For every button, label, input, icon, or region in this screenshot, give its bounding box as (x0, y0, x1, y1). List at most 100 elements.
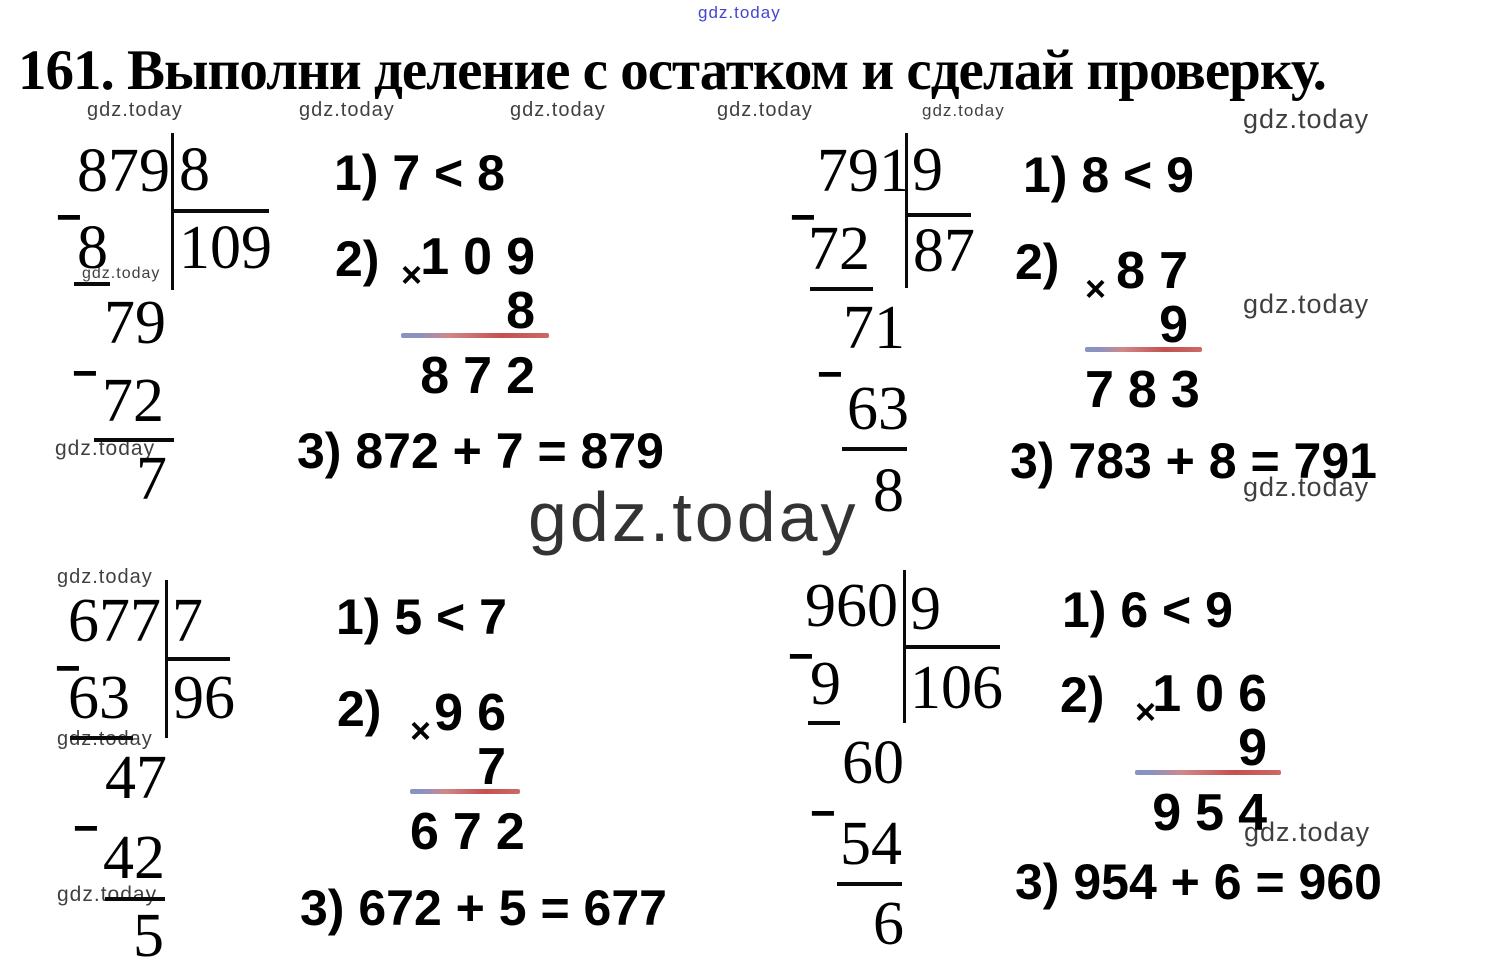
difference-number: 79 (104, 289, 166, 357)
subtrahend-number: 54 (840, 810, 902, 878)
watermark-link[interactable]: gdz.today (698, 3, 781, 22)
multiplication-sign: × (401, 254, 423, 295)
multiplier-number: 7 (477, 738, 520, 796)
subtraction-line (94, 438, 174, 442)
dividend-number: 960 (805, 572, 898, 640)
factor-number: 109 (420, 228, 549, 286)
multiplication-sign: × (410, 710, 432, 751)
multiplication-column: × 109 8 872 (401, 231, 549, 402)
minus-sign: − (788, 632, 814, 681)
divisor-number: 8 (179, 136, 210, 204)
division-bracket-line (171, 209, 269, 213)
minus-sign: − (810, 789, 836, 838)
page-title: 161. Выполни деление с остатком и сделай… (18, 39, 1327, 102)
subtrahend-number: 63 (847, 375, 909, 443)
product-line (1085, 347, 1202, 352)
watermark-center: gdz.today (528, 478, 859, 556)
subtraction-line (810, 287, 873, 291)
subtrahend-number: 63 (68, 664, 130, 732)
difference-number: 60 (842, 729, 904, 797)
subtraction-line (837, 882, 902, 886)
check-step-2-label: 2) (337, 681, 382, 737)
subtrahend-number: 72 (102, 367, 164, 435)
remainder-number: 5 (133, 902, 164, 970)
watermark: gdz.today (717, 99, 813, 121)
check-step-3: 3) 672 + 5 = 677 (300, 880, 667, 936)
minus-sign: − (73, 804, 99, 853)
quotient-number: 106 (910, 654, 1003, 722)
watermark: gdz.today (1243, 104, 1370, 134)
remainder-number: 6 (873, 890, 904, 958)
product-number: 672 (410, 803, 539, 861)
divisor-number: 9 (910, 575, 941, 643)
subtrahend-number: 9 (810, 650, 841, 718)
difference-number: 47 (105, 744, 167, 812)
multiplication-sign: × (1085, 268, 1107, 309)
check-step-3: 3) 954 + 6 = 960 (1015, 854, 1382, 910)
multiplication-sign: × (1135, 691, 1157, 732)
dividend-number: 677 (68, 587, 161, 655)
factor-number: 96 (434, 684, 520, 742)
subtraction-line (842, 447, 907, 451)
division-bracket-line (905, 213, 971, 217)
dividend-number: 791 (817, 137, 910, 205)
watermark: gdz.today (922, 101, 1005, 120)
watermark: gdz.today (55, 437, 156, 460)
product-line (410, 789, 520, 794)
quotient-number: 87 (913, 217, 975, 285)
subtraction-line (74, 282, 110, 286)
check-step-2-label: 2) (1060, 667, 1105, 723)
watermark: gdz.today (510, 99, 606, 121)
check-step-3: 3) 783 + 8 = 791 (1010, 433, 1377, 489)
minus-sign: − (72, 349, 98, 398)
check-step-1: 1) 5 < 7 (336, 589, 507, 645)
remainder-number: 7 (136, 445, 167, 513)
division-bracket-bar (905, 133, 908, 288)
multiplier-number: 8 (506, 282, 549, 340)
multiplier-number: 9 (1238, 719, 1281, 777)
subtrahend-number: 72 (808, 215, 870, 283)
division-bracket-line (903, 645, 1000, 649)
watermark: gdz.today (82, 265, 161, 282)
dividend-number: 879 (77, 137, 170, 205)
product-line (401, 333, 549, 338)
multiplication-column: × 87 9 783 (1085, 245, 1202, 416)
multiplication-column: × 106 9 954 (1135, 668, 1281, 839)
divisor-number: 9 (912, 136, 943, 204)
check-step-1: 1) 6 < 9 (1062, 582, 1233, 638)
minus-sign: − (790, 193, 816, 242)
check-step-3: 3) 872 + 7 = 879 (297, 423, 664, 479)
product-line (1135, 770, 1281, 775)
watermark: gdz.today (57, 566, 153, 588)
check-step-1: 1) 8 < 9 (1023, 147, 1194, 203)
subtraction-line (808, 721, 840, 725)
subtrahend-number: 8 (77, 214, 108, 282)
minus-sign: − (817, 350, 843, 399)
quotient-number: 109 (179, 214, 272, 282)
quotient-number: 96 (173, 664, 235, 732)
difference-number: 71 (843, 294, 905, 362)
check-step-2-label: 2) (1015, 234, 1060, 290)
watermark: gdz.today (1243, 472, 1370, 502)
product-number: 954 (1152, 784, 1281, 842)
multiplier-number: 9 (1159, 296, 1202, 354)
subtraction-line (105, 897, 165, 901)
division-bracket-line (166, 657, 230, 661)
minus-sign: − (56, 193, 82, 242)
check-step-2-label: 2) (335, 231, 380, 287)
check-step-1: 1) 7 < 8 (334, 145, 505, 201)
subtraction-line (70, 736, 133, 740)
remainder-number: 8 (873, 457, 904, 525)
minus-sign: − (55, 644, 81, 693)
watermark: gdz.today (1243, 289, 1370, 319)
factor-number: 87 (1116, 242, 1202, 300)
product-number: 783 (1085, 361, 1214, 419)
factor-number: 106 (1152, 665, 1281, 723)
multiplication-column: × 96 7 672 (410, 684, 539, 861)
watermark: gdz.today (87, 99, 183, 121)
product-number: 872 (420, 347, 549, 405)
watermark: gdz.today (1244, 817, 1371, 847)
subtrahend-number: 42 (103, 824, 165, 892)
divisor-number: 7 (172, 587, 203, 655)
